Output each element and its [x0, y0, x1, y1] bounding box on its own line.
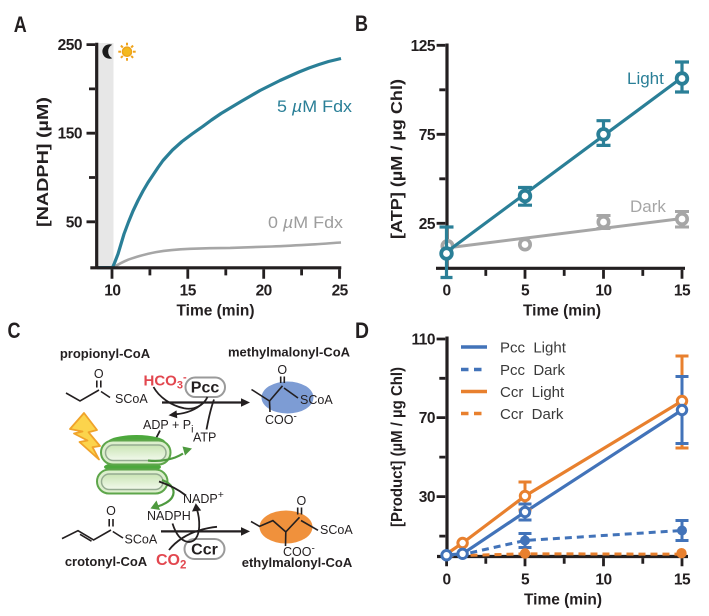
- svg-text:NADPH: NADPH: [147, 509, 191, 523]
- svg-text:propionyl-CoA: propionyl-CoA: [60, 346, 151, 361]
- svg-text:Time (min): Time (min): [523, 303, 601, 320]
- svg-text:D: D: [355, 318, 369, 343]
- svg-text:O: O: [94, 367, 104, 381]
- svg-text:150: 150: [58, 126, 82, 143]
- svg-text:B: B: [355, 11, 368, 36]
- svg-text:5 µM Fdx: 5 µM Fdx: [277, 97, 353, 116]
- svg-text:[ATP] (µM / µg Chl): [ATP] (µM / µg Chl): [389, 79, 406, 239]
- svg-text:COO-: COO-: [265, 412, 297, 428]
- svg-text:Pcc: Pcc: [191, 380, 220, 397]
- svg-text:20: 20: [256, 283, 272, 300]
- svg-text:ATP: ATP: [193, 431, 216, 445]
- svg-text:A: A: [14, 12, 27, 37]
- svg-text:Pcc Light: Pcc Light: [500, 340, 567, 357]
- svg-text:125: 125: [411, 38, 436, 55]
- svg-text:SCoA: SCoA: [125, 533, 158, 547]
- svg-text:0 µM Fdx: 0 µM Fdx: [268, 213, 344, 232]
- svg-text:CO2: CO2: [156, 552, 186, 572]
- svg-text:HCO3-: HCO3-: [144, 372, 187, 392]
- svg-text:25: 25: [332, 283, 349, 300]
- svg-text:O: O: [297, 494, 307, 508]
- svg-text:ethylmalonyl-CoA: ethylmalonyl-CoA: [242, 555, 353, 570]
- svg-text:30: 30: [419, 489, 435, 506]
- svg-text:ADP + Pi: ADP + Pi: [143, 418, 193, 436]
- svg-text:Pcc Dark: Pcc Dark: [500, 362, 566, 379]
- svg-text:0: 0: [443, 572, 451, 589]
- svg-text:75: 75: [419, 127, 436, 144]
- svg-text:Light: Light: [627, 69, 664, 88]
- svg-text:5: 5: [521, 572, 530, 589]
- svg-text:[Product] (µM / µg Chl): [Product] (µM / µg Chl): [389, 367, 406, 527]
- svg-text:0: 0: [443, 283, 451, 300]
- svg-text:10: 10: [595, 572, 611, 589]
- svg-text:SCoA: SCoA: [320, 523, 353, 537]
- svg-text:Dark: Dark: [630, 197, 666, 216]
- svg-text:Time (min): Time (min): [177, 303, 255, 320]
- svg-text:Time (min): Time (min): [524, 592, 602, 609]
- svg-text:70: 70: [419, 410, 435, 427]
- svg-text:25: 25: [419, 216, 436, 233]
- svg-text:110: 110: [411, 332, 435, 349]
- svg-text:50: 50: [66, 214, 82, 231]
- svg-text:Ccr Light: Ccr Light: [500, 384, 565, 401]
- svg-text:O: O: [277, 363, 287, 377]
- svg-text:15: 15: [180, 283, 197, 300]
- svg-text:250: 250: [58, 37, 82, 54]
- svg-text:C: C: [8, 318, 21, 343]
- svg-text:SCoA: SCoA: [300, 393, 333, 407]
- svg-text:SCoA: SCoA: [115, 392, 148, 406]
- svg-text:COO-: COO-: [283, 544, 315, 560]
- svg-text:Ccr Dark: Ccr Dark: [500, 406, 564, 423]
- svg-text:10: 10: [595, 283, 611, 300]
- svg-text:15: 15: [674, 283, 691, 300]
- svg-text:methylmalonyl-CoA: methylmalonyl-CoA: [228, 345, 351, 360]
- svg-text:10: 10: [104, 283, 120, 300]
- svg-text:15: 15: [674, 572, 691, 589]
- svg-text:5: 5: [521, 283, 530, 300]
- svg-text:NADP+: NADP+: [183, 489, 224, 506]
- svg-text:[NADPH] (µM): [NADPH] (µM): [35, 97, 52, 227]
- svg-text:crotonyl-CoA: crotonyl-CoA: [65, 554, 148, 569]
- svg-text:Ccr: Ccr: [191, 542, 218, 559]
- svg-text:O: O: [106, 504, 116, 518]
